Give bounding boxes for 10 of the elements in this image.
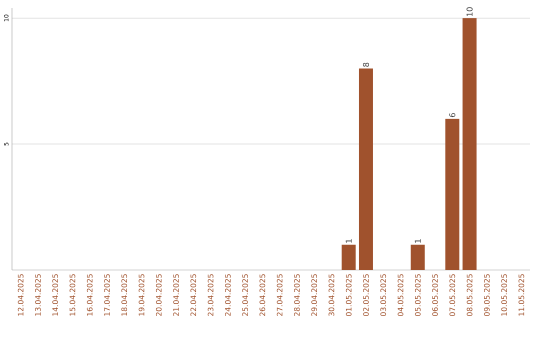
bar [462,18,477,270]
data-label: 10 [466,7,473,16]
bar [410,244,425,270]
data-label: 1 [414,239,421,243]
data-label: 1 [346,239,352,243]
data-label: 6 [449,113,456,118]
bar [342,244,356,270]
bar [445,118,460,270]
bar [358,68,373,270]
data-label: 8 [362,62,369,67]
